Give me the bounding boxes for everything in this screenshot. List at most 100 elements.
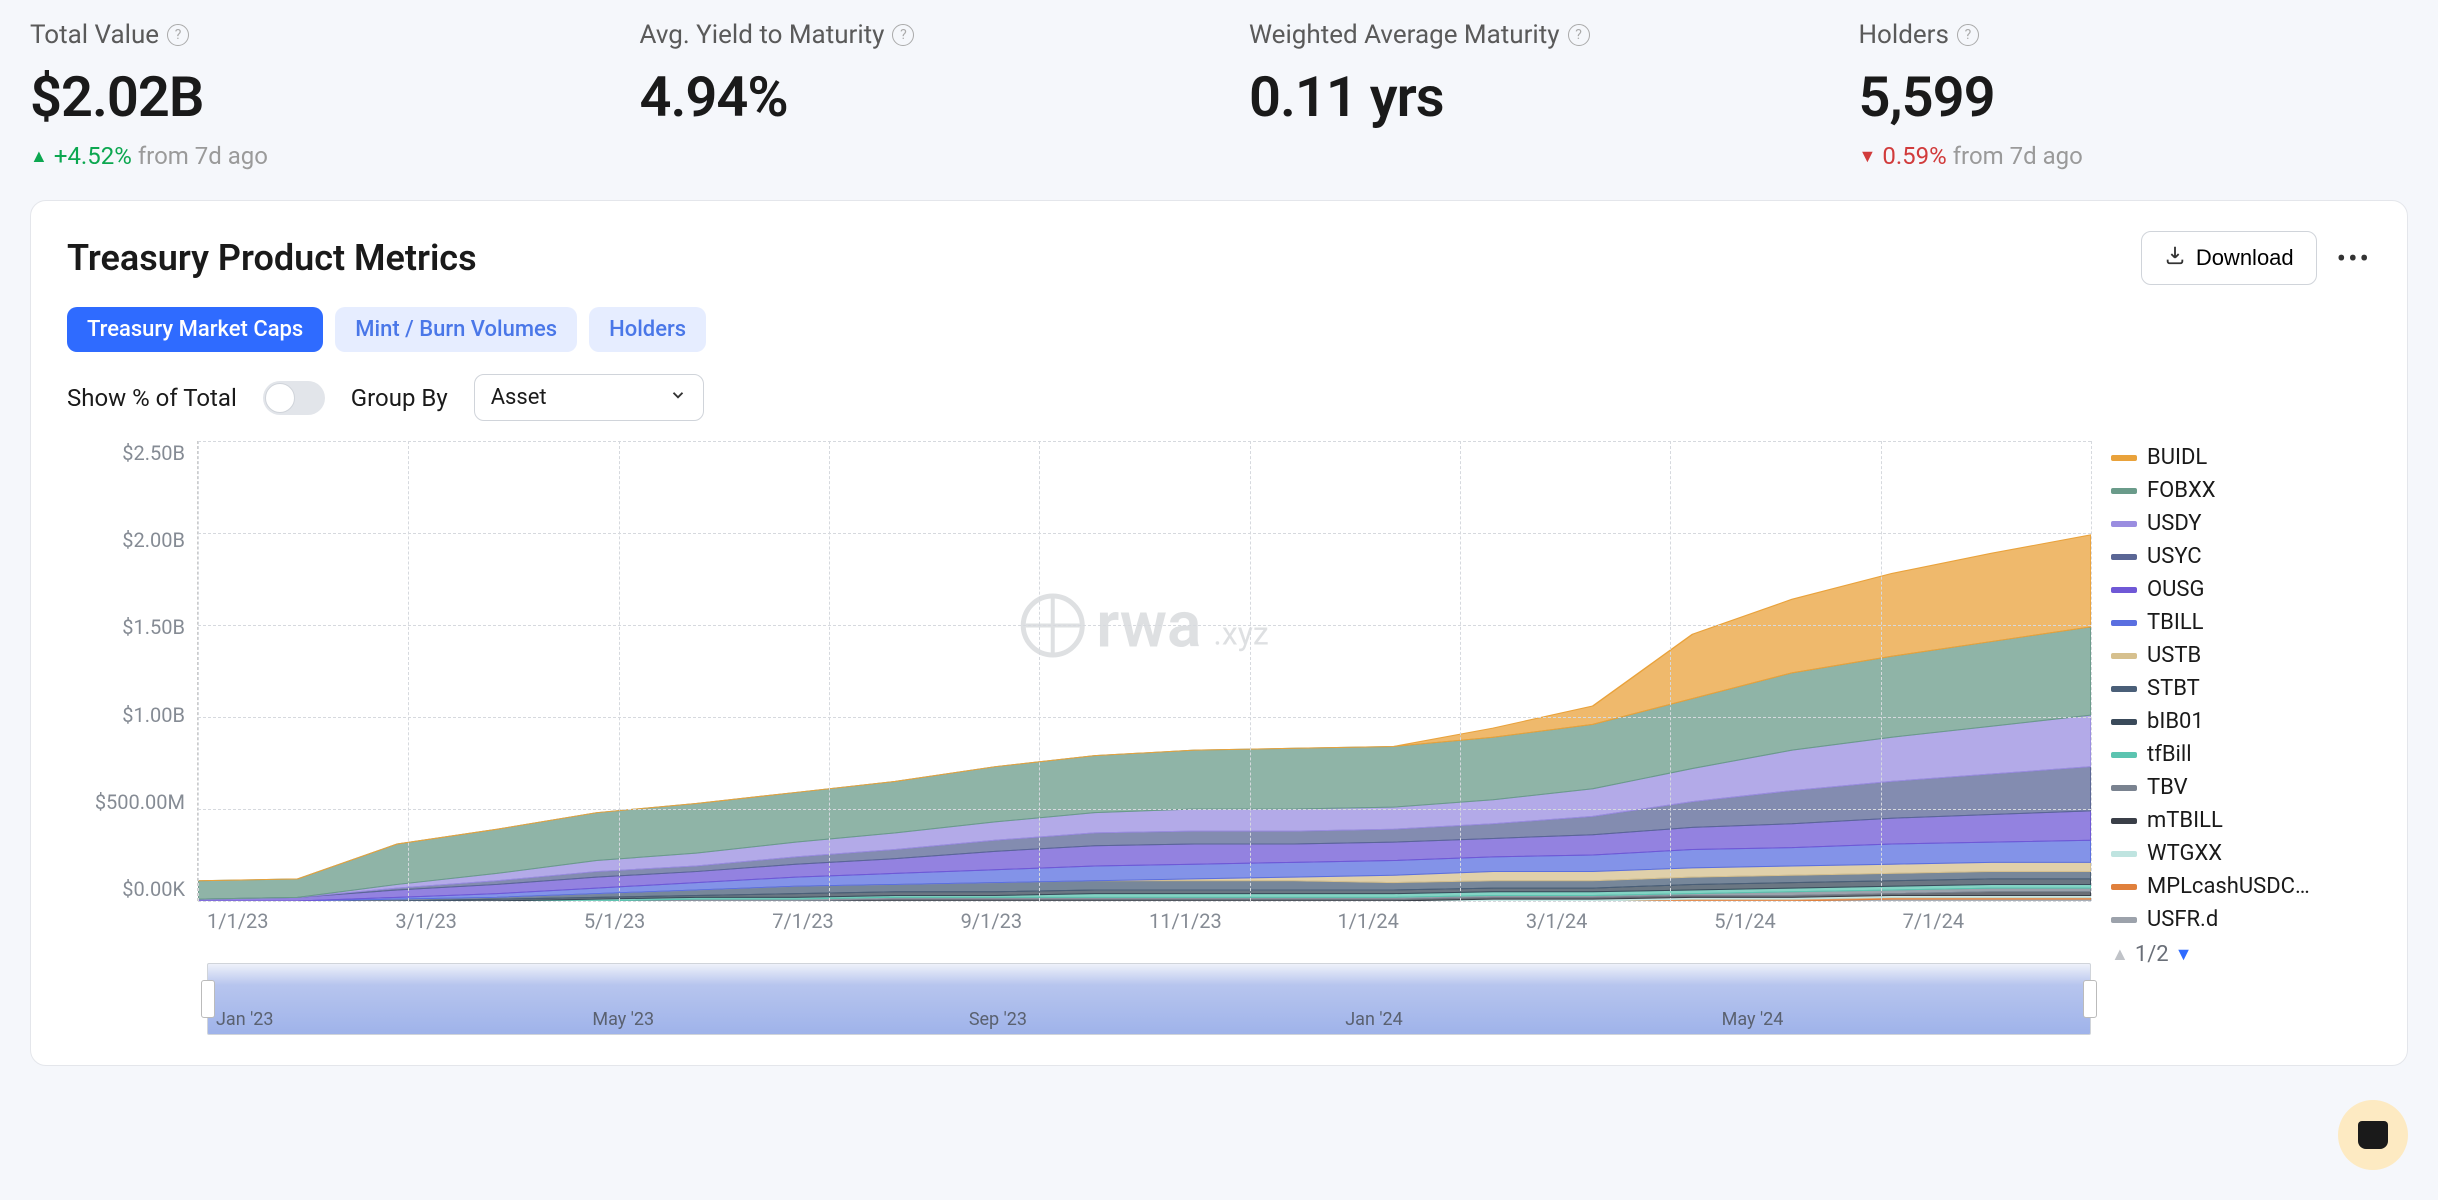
chart-tabs: Treasury Market Caps Mint / Burn Volumes H… [67,307,2371,352]
pager-prev-icon[interactable]: ▲ [2111,944,2129,965]
metric-card: Weighted Average Maturity ? 0.11 yrs [1249,20,1799,170]
gridline-v [2091,441,2092,901]
legend: BUIDL FOBXX USDY USYC OUSG TBILL USTB ST… [2111,441,2371,1035]
y-tick: $2.50B [122,441,185,465]
legend-label: USTB [2147,643,2201,668]
x-tick: 3/1/23 [395,909,583,933]
y-tick: $500.00M [95,790,185,814]
metric-label-text: Weighted Average Maturity [1249,20,1560,50]
group-by-label: Group By [351,384,448,412]
x-tick: 7/1/24 [1903,909,2091,933]
legend-item-USTB[interactable]: USTB [2111,639,2371,672]
download-label: Download [2196,245,2294,271]
legend-item-OUSG[interactable]: OUSG [2111,573,2371,606]
metric-value: 4.94% [640,64,1190,130]
gridline-v [408,441,409,901]
metric-label-text: Avg. Yield to Maturity [640,20,885,50]
legend-item-TBILL[interactable]: TBILL [2111,606,2371,639]
legend-label: USDY [2147,511,2202,536]
legend-item-tfBill[interactable]: tfBill [2111,738,2371,771]
legend-swatch [2111,620,2137,626]
chat-icon [2358,1121,2388,1149]
gridline-h [198,533,2091,534]
brush-tick: Jan '23 [208,1005,584,1034]
legend-swatch [2111,488,2137,494]
x-tick: 5/1/23 [584,909,772,933]
gridline-h [198,625,2091,626]
tab-holders[interactable]: Holders [589,307,706,352]
legend-item-WTGXX[interactable]: WTGXX [2111,837,2371,870]
plot-row: $2.50B$2.00B$1.50B$1.00B$500.00M$0.00K r… [67,441,2091,901]
legend-swatch [2111,785,2137,791]
legend-label: FOBXX [2147,478,2216,503]
legend-item-USYC[interactable]: USYC [2111,540,2371,573]
info-icon[interactable]: ? [167,24,189,46]
legend-label: TBILL [2147,610,2204,635]
legend-swatch [2111,686,2137,692]
legend-item-mTBILL[interactable]: mTBILL [2111,804,2371,837]
gridline-h [198,717,2091,718]
range-brush[interactable]: Jan '23May '23Sep '23Jan '24May '24 [207,963,2091,1035]
download-icon [2164,244,2186,272]
metric-label: Weighted Average Maturity ? [1249,20,1799,50]
x-tick: 7/1/23 [772,909,960,933]
gridline-h [198,441,2091,442]
arrow-up-icon: ▲ [30,146,48,167]
y-tick: $0.00K [122,877,185,901]
chart-wrap: $2.50B$2.00B$1.50B$1.00B$500.00M$0.00K r… [67,441,2371,1035]
legend-swatch [2111,752,2137,758]
plot[interactable]: rwa .xyz [197,441,2091,901]
group-by-select[interactable]: Asset [474,374,704,421]
y-tick: $2.00B [122,528,185,552]
chat-fab[interactable] [2338,1100,2408,1170]
tab-mint-burn-volumes[interactable]: Mint / Burn Volumes [335,307,577,352]
legend-label: MPLcashUSDC… [2147,874,2310,899]
legend-label: WTGXX [2147,841,2222,866]
pager-text: 1/2 [2135,942,2169,967]
tab-treasury-market-caps[interactable]: Treasury Market Caps [67,307,323,352]
show-pct-label: Show % of Total [67,384,237,412]
gridline-v [619,441,620,901]
legend-item-bIB01[interactable]: bIB01 [2111,705,2371,738]
legend-item-FOBXX[interactable]: FOBXX [2111,474,2371,507]
gridline-h [198,809,2091,810]
info-icon[interactable]: ? [1568,24,1590,46]
legend-item-BUIDL[interactable]: BUIDL [2111,441,2371,474]
gridline-v [1460,441,1461,901]
legend-item-USFR.d[interactable]: USFR.d [2111,903,2371,936]
chart-area: $2.50B$2.00B$1.50B$1.00B$500.00M$0.00K r… [67,441,2091,1035]
legend-item-TBV[interactable]: TBV [2111,771,2371,804]
gridline-v [1881,441,1882,901]
gridline-v [1250,441,1251,901]
download-button[interactable]: Download [2141,231,2317,285]
y-tick: $1.50B [122,615,185,639]
legend-pager: ▲ 1/2 ▼ [2111,942,2371,967]
brush-tick: May '24 [1714,1005,2090,1034]
metric-label: Total Value ? [30,20,580,50]
show-pct-toggle[interactable] [263,381,325,415]
brush-tick: May '23 [584,1005,960,1034]
delta-suffix: from 7d ago [138,142,268,170]
panel-actions: Download ••• [2141,231,2371,285]
legend-swatch [2111,653,2137,659]
legend-swatch [2111,587,2137,593]
more-icon[interactable]: ••• [2337,242,2371,275]
pager-next-icon[interactable]: ▼ [2175,944,2193,965]
legend-item-MPLcashUSDC…[interactable]: MPLcashUSDC… [2111,870,2371,903]
legend-swatch [2111,719,2137,725]
legend-label: USYC [2147,544,2202,569]
delta-value: 0.59% [1882,142,1946,170]
legend-item-USDY[interactable]: USDY [2111,507,2371,540]
metric-label-text: Holders [1859,20,1949,50]
brush-tick: Jan '24 [1337,1005,1713,1034]
x-tick: 3/1/24 [1526,909,1714,933]
info-icon[interactable]: ? [1957,24,1979,46]
gridline-h [198,901,2091,902]
brush-tick: Sep '23 [961,1005,1337,1034]
info-icon[interactable]: ? [892,24,914,46]
metric-label: Holders ? [1859,20,2409,50]
y-axis: $2.50B$2.00B$1.50B$1.00B$500.00M$0.00K [67,441,197,901]
legend-item-STBT[interactable]: STBT [2111,672,2371,705]
chart-controls: Show % of Total Group By Asset [67,374,2371,421]
metrics-row: Total Value ? $2.02B ▲ +4.52% from 7d ag… [0,0,2438,200]
